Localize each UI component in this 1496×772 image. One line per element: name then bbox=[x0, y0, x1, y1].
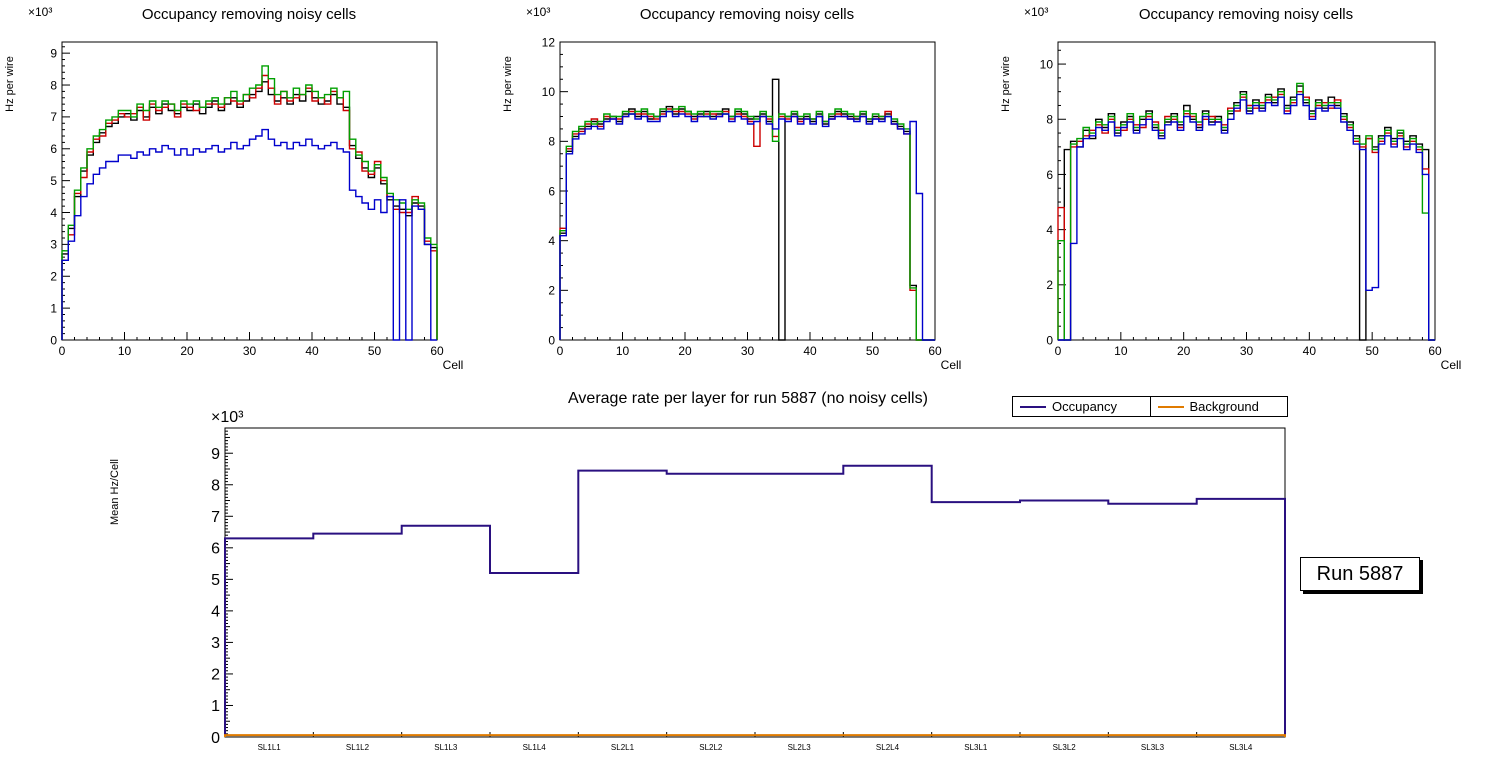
svg-text:6: 6 bbox=[211, 541, 220, 558]
svg-text:3: 3 bbox=[50, 238, 57, 252]
svg-text:4: 4 bbox=[211, 604, 220, 621]
svg-text:30: 30 bbox=[1240, 344, 1254, 358]
svg-text:2: 2 bbox=[50, 270, 57, 284]
svg-text:9: 9 bbox=[50, 46, 57, 60]
svg-text:50: 50 bbox=[368, 344, 382, 358]
svg-text:10: 10 bbox=[1040, 57, 1054, 71]
legend-item-occupancy: Occupancy bbox=[1013, 397, 1150, 416]
svg-text:SL2L2: SL2L2 bbox=[699, 743, 723, 752]
legend-label-background: Background bbox=[1189, 399, 1259, 414]
svg-text:10: 10 bbox=[1114, 344, 1128, 358]
svg-text:2: 2 bbox=[211, 667, 220, 684]
average-rate-step-chart: 0 1 2 3 4 5 6 7 8 9 SL1L1 SL1L2 SL1L3 SL1L4 SL2L1 SL2L2… bbox=[109, 409, 1286, 752]
svg-text:8: 8 bbox=[50, 78, 57, 92]
svg-text:8: 8 bbox=[548, 135, 555, 149]
svg-text:40: 40 bbox=[1303, 344, 1317, 358]
svg-text:SL3L1: SL3L1 bbox=[964, 743, 988, 752]
svg-text:0: 0 bbox=[59, 344, 66, 358]
svg-text:40: 40 bbox=[803, 344, 817, 358]
svg-text:6: 6 bbox=[548, 184, 555, 198]
svg-text:60: 60 bbox=[928, 344, 942, 358]
svg-text:30: 30 bbox=[741, 344, 755, 358]
svg-text:1: 1 bbox=[50, 301, 57, 315]
svg-text:40: 40 bbox=[305, 344, 319, 358]
svg-text:2: 2 bbox=[1046, 278, 1053, 292]
svg-text:SL3L3: SL3L3 bbox=[1141, 743, 1165, 752]
svg-text:5: 5 bbox=[211, 572, 220, 589]
svg-text:8: 8 bbox=[211, 478, 220, 495]
svg-text:0: 0 bbox=[557, 344, 564, 358]
svg-text:20: 20 bbox=[180, 344, 194, 358]
svg-text:4: 4 bbox=[1046, 223, 1053, 237]
background-line-swatch bbox=[1157, 405, 1184, 408]
svg-text:2: 2 bbox=[548, 284, 555, 298]
svg-text:1: 1 bbox=[211, 698, 220, 715]
svg-text:SL2L1: SL2L1 bbox=[611, 743, 635, 752]
average-rate-panel: Average rate per layer for run 5887 (no … bbox=[0, 388, 1496, 772]
svg-text:20: 20 bbox=[1177, 344, 1191, 358]
svg-text:0: 0 bbox=[50, 333, 57, 347]
svg-text:SL1L4: SL1L4 bbox=[523, 743, 547, 752]
svg-text:SL3L4: SL3L4 bbox=[1229, 743, 1253, 752]
svg-text:30: 30 bbox=[243, 344, 257, 358]
svg-text:SL2L4: SL2L4 bbox=[876, 743, 900, 752]
svg-text:×10³: ×10³ bbox=[526, 5, 550, 19]
run-number-box: Run 5887 bbox=[1300, 557, 1420, 591]
occupancy-panel-3: Occupancy removing noisy cells 0 2 4 6 8 10 0 1… bbox=[996, 0, 1496, 378]
run-number-label: Run 5887 bbox=[1316, 562, 1404, 585]
svg-text:0: 0 bbox=[548, 333, 555, 347]
svg-text:Cell: Cell bbox=[443, 358, 464, 372]
svg-text:0: 0 bbox=[211, 730, 220, 747]
svg-text:×10³: ×10³ bbox=[1024, 5, 1048, 19]
chart-title-average-rate: Average rate per layer for run 5887 (no … bbox=[568, 390, 928, 407]
svg-text:7: 7 bbox=[211, 509, 220, 526]
legend-label-occupancy: Occupancy bbox=[1052, 399, 1118, 414]
svg-text:5: 5 bbox=[50, 174, 57, 188]
svg-text:0: 0 bbox=[1046, 333, 1053, 347]
occupancy-line-swatch bbox=[1020, 405, 1046, 408]
chart-title-3: Occupancy removing noisy cells bbox=[1138, 6, 1354, 23]
svg-text:60: 60 bbox=[430, 344, 444, 358]
svg-text:6: 6 bbox=[50, 142, 57, 156]
svg-text:Cell: Cell bbox=[1441, 358, 1462, 372]
svg-text:Hz per wire: Hz per wire bbox=[4, 56, 16, 112]
svg-text:60: 60 bbox=[1428, 344, 1442, 358]
svg-text:20: 20 bbox=[678, 344, 692, 358]
chart-title-2: Occupancy removing noisy cells bbox=[639, 6, 855, 23]
svg-text:SL1L2: SL1L2 bbox=[346, 743, 370, 752]
svg-text:Mean Hz/Cell: Mean Hz/Cell bbox=[109, 459, 121, 525]
svg-text:50: 50 bbox=[1365, 344, 1379, 358]
svg-text:3: 3 bbox=[211, 635, 220, 652]
svg-text:SL3L2: SL3L2 bbox=[1053, 743, 1077, 752]
svg-text:Hz per wire: Hz per wire bbox=[1000, 56, 1012, 112]
svg-text:SL1L1: SL1L1 bbox=[258, 743, 282, 752]
chart-title-1: Occupancy removing noisy cells bbox=[141, 6, 357, 23]
svg-text:9: 9 bbox=[211, 446, 220, 463]
occupancy-panel-1: Occupancy removing noisy cells 0 1 2 3 4 5 6 7 8… bbox=[0, 0, 498, 378]
svg-text:7: 7 bbox=[50, 110, 57, 124]
svg-text:SL1L3: SL1L3 bbox=[434, 743, 458, 752]
legend-item-background: Background bbox=[1149, 397, 1288, 416]
svg-text:50: 50 bbox=[866, 344, 880, 358]
svg-text:×10³: ×10³ bbox=[211, 409, 244, 426]
svg-text:10: 10 bbox=[616, 344, 630, 358]
svg-text:0: 0 bbox=[1055, 344, 1062, 358]
svg-text:SL2L3: SL2L3 bbox=[788, 743, 812, 752]
svg-text:Hz per wire: Hz per wire bbox=[502, 56, 514, 112]
svg-text:4: 4 bbox=[50, 206, 57, 220]
svg-text:6: 6 bbox=[1046, 168, 1053, 182]
svg-text:10: 10 bbox=[118, 344, 132, 358]
svg-text:4: 4 bbox=[548, 234, 555, 248]
svg-text:8: 8 bbox=[1046, 113, 1053, 127]
occupancy-panel-2: Occupancy removing noisy cells 0 2 4 6 8 10 12… bbox=[498, 0, 996, 378]
legend: Occupancy Background bbox=[1012, 396, 1288, 417]
svg-text:×10³: ×10³ bbox=[28, 5, 52, 19]
svg-text:12: 12 bbox=[542, 35, 556, 49]
svg-text:10: 10 bbox=[542, 85, 556, 99]
svg-text:Cell: Cell bbox=[941, 358, 962, 372]
